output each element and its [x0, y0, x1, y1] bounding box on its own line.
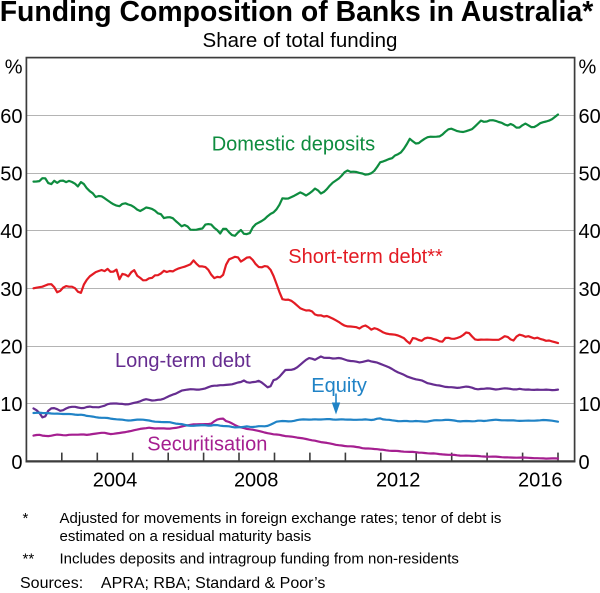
svg-text:**: **: [23, 550, 35, 567]
svg-text:2016: 2016: [518, 470, 563, 492]
svg-text:0: 0: [11, 452, 22, 474]
svg-text:Adjusted for movements in fore: Adjusted for movements in foreign exchan…: [60, 510, 502, 527]
svg-text:*: *: [23, 510, 29, 527]
svg-text:20: 20: [579, 337, 600, 359]
svg-text:Funding Composition of Banks i: Funding Composition of Banks in Australi…: [0, 0, 594, 28]
svg-text:40: 40: [579, 221, 600, 243]
svg-text:%: %: [5, 57, 23, 79]
svg-text:Domestic deposits: Domestic deposits: [212, 134, 375, 156]
svg-text:10: 10: [0, 394, 22, 416]
svg-text:Long-term debt: Long-term debt: [115, 350, 251, 372]
svg-text:10: 10: [579, 394, 600, 416]
svg-text:60: 60: [0, 106, 22, 128]
svg-text:60: 60: [579, 106, 600, 128]
svg-text:2008: 2008: [234, 470, 279, 492]
svg-text:0: 0: [579, 452, 590, 474]
svg-text:50: 50: [0, 164, 22, 186]
svg-text:%: %: [579, 57, 597, 79]
svg-text:Share of total funding: Share of total funding: [203, 29, 398, 52]
svg-text:2004: 2004: [93, 470, 138, 492]
svg-text:Securitisation: Securitisation: [147, 434, 267, 456]
svg-text:Equity: Equity: [311, 375, 367, 397]
svg-text:Short-term debt**: Short-term debt**: [288, 246, 443, 268]
svg-text:30: 30: [579, 279, 600, 301]
svg-text:20: 20: [0, 337, 22, 359]
svg-text:estimated on a residual maturi: estimated on a residual maturity basis: [60, 528, 312, 545]
svg-text:40: 40: [0, 221, 22, 243]
svg-text:30: 30: [0, 279, 22, 301]
svg-text:Includes deposits and intragro: Includes deposits and intragroup funding…: [60, 550, 459, 567]
svg-text:Sources: APRA; RBA; Standar: Sources: APRA; RBA; Standard & Poor’s: [20, 575, 325, 592]
svg-text:50: 50: [579, 164, 600, 186]
svg-text:2012: 2012: [376, 470, 421, 492]
